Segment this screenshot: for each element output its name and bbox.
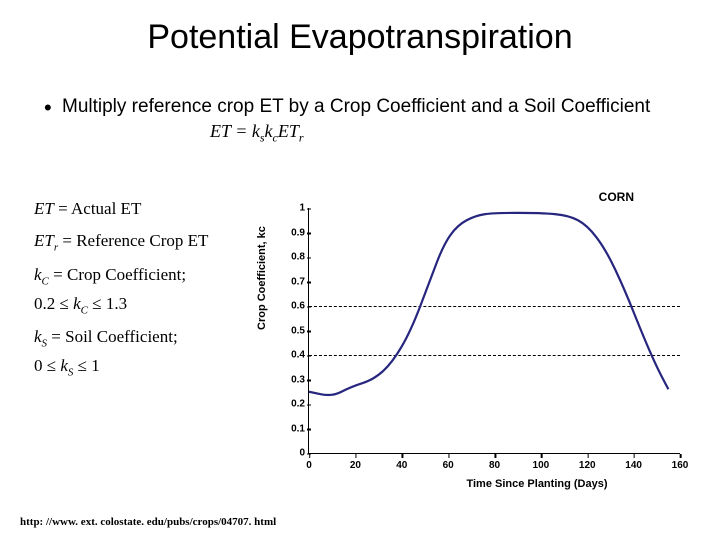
- legend-line-2: ETr = Reference Crop ET: [34, 225, 208, 258]
- chart-xlabel: Time Since Planting (Days): [262, 478, 692, 490]
- legend-line-4-range: 0 ≤ kS ≤ 1: [34, 350, 208, 383]
- x-tick: 80: [489, 460, 500, 471]
- x-tick: 0: [306, 460, 312, 471]
- chart-line: [309, 208, 680, 453]
- x-tick: 40: [396, 460, 407, 471]
- y-tick: 0.5: [275, 325, 305, 336]
- y-tick: 0.4: [275, 350, 305, 361]
- formula-main: ET = kskcETr: [210, 121, 720, 146]
- legend-line-1: ET = Actual ET: [34, 193, 208, 225]
- chart-ylabel: Crop Coefficient, kc: [256, 226, 268, 330]
- chart-plot-area: 00.10.20.30.40.50.60.70.80.9102040608010…: [308, 208, 680, 454]
- y-tick: 0: [275, 448, 305, 459]
- y-tick: 1: [275, 203, 305, 214]
- x-tick: 140: [625, 460, 642, 471]
- slide-title: Potential Evapotranspiration: [0, 0, 720, 57]
- y-tick: 0.3: [275, 374, 305, 385]
- legend-block: ET = Actual ET ETr = Reference Crop ET k…: [34, 193, 208, 384]
- y-tick: 0.7: [275, 276, 305, 287]
- y-tick: 0.1: [275, 423, 305, 434]
- x-tick: 120: [579, 460, 596, 471]
- legend-line-3: kC = Crop Coefficient;: [34, 259, 208, 292]
- legend-line-4: kS = Soil Coefficient;: [34, 321, 208, 354]
- x-tick: 160: [672, 460, 689, 471]
- bullet-item: • Multiply reference crop ET by a Crop C…: [0, 57, 720, 119]
- bullet-marker: •: [44, 95, 62, 119]
- chart-title: CORN: [599, 190, 634, 204]
- legend-line-3-range: 0.2 ≤ kC ≤ 1.3: [34, 288, 208, 321]
- y-tick: 0.6: [275, 301, 305, 312]
- x-tick: 100: [533, 460, 550, 471]
- x-tick: 60: [443, 460, 454, 471]
- chart: CORN Crop Coefficient, kc 00.10.20.30.40…: [262, 190, 692, 490]
- x-tick: 20: [350, 460, 361, 471]
- y-tick: 0.2: [275, 399, 305, 410]
- y-tick: 0.9: [275, 227, 305, 238]
- y-tick: 0.8: [275, 252, 305, 263]
- footer-url: http: //www. ext. colostate. edu/pubs/cr…: [20, 516, 276, 528]
- bullet-text: Multiply reference crop ET by a Crop Coe…: [62, 95, 680, 119]
